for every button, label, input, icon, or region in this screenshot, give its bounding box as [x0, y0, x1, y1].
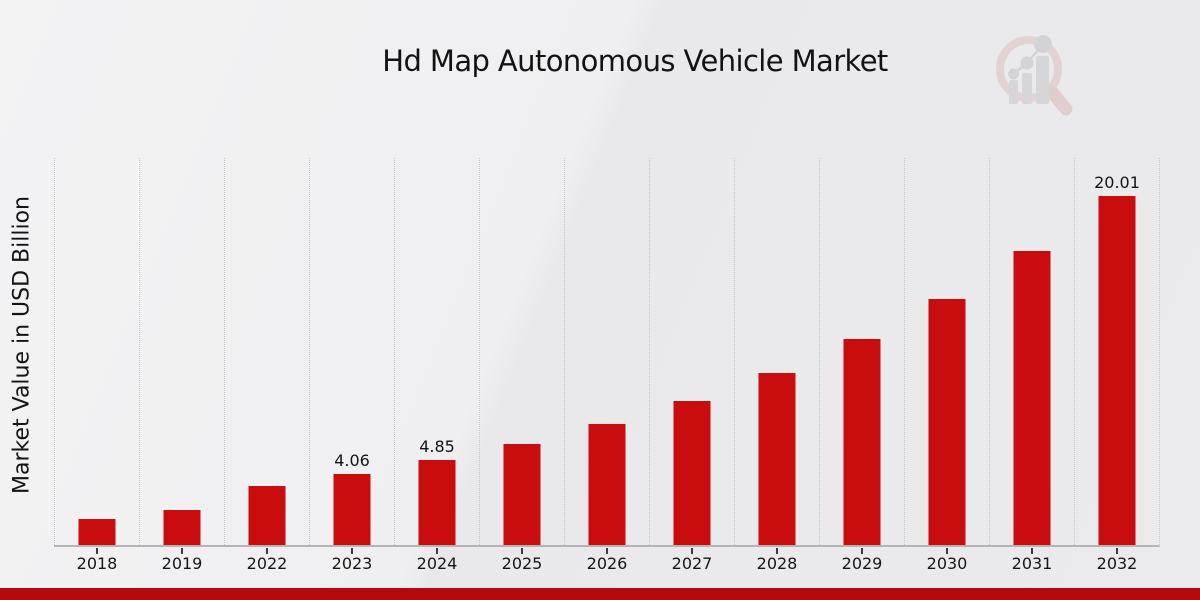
bar-2025	[503, 444, 541, 545]
bar-2019	[163, 510, 201, 545]
chart-title: Hd Map Autonomous Vehicle Market	[382, 44, 888, 78]
bar-value-label-2024: 4.85	[419, 437, 455, 456]
bar-value-label-2023: 4.06	[334, 451, 370, 470]
x-axis-tick	[691, 548, 693, 554]
bar-2032	[1098, 196, 1136, 545]
x-axis-tick	[96, 548, 98, 554]
x-tick-label-2018: 2018	[76, 554, 118, 573]
category-cell-2024: 4.85 2024	[394, 158, 479, 573]
category-cell-2029: 2029	[819, 158, 904, 573]
x-tick-label-2025: 2025	[501, 554, 543, 573]
bar-2028	[758, 373, 796, 545]
category-cell-2028: 2028	[734, 158, 819, 573]
category-cell-2019: 2019	[139, 158, 224, 573]
bottom-accent-bar	[0, 588, 1200, 600]
bar-2024	[418, 460, 456, 545]
bar-2022	[248, 486, 286, 545]
category-cell-2018: 2018	[54, 158, 139, 573]
x-tick-label-2019: 2019	[161, 554, 203, 573]
category-cell-2027: 2027	[649, 158, 734, 573]
bar-2023	[333, 474, 371, 545]
x-tick-label-2026: 2026	[586, 554, 628, 573]
x-tick-label-2030: 2030	[926, 554, 968, 573]
bar-2027	[673, 401, 711, 545]
x-axis-tick	[351, 548, 353, 554]
category-cell-2026: 2026	[564, 158, 649, 573]
bar-2031	[1013, 251, 1051, 545]
category-cell-2022: 2022	[224, 158, 309, 573]
x-tick-label-2031: 2031	[1011, 554, 1053, 573]
plot-area: 2018 2019 2022 4.06 2023 4.85 2024 2025 2026 2027…	[54, 158, 1160, 573]
category-cell-2030: 2030	[904, 158, 989, 573]
x-tick-label-2032: 2032	[1096, 554, 1138, 573]
x-tick-label-2022: 2022	[246, 554, 288, 573]
bar-2029	[843, 339, 881, 545]
x-axis-tick	[181, 548, 183, 554]
x-tick-label-2024: 2024	[416, 554, 458, 573]
bar-2018	[78, 519, 116, 545]
x-axis-tick	[266, 548, 268, 554]
x-axis-tick	[606, 548, 608, 554]
y-axis-label: Market Value in USD Billion	[9, 195, 35, 495]
x-tick-label-2028: 2028	[756, 554, 798, 573]
x-axis-tick	[521, 548, 523, 554]
x-axis-tick	[861, 548, 863, 554]
category-cell-2025: 2025	[479, 158, 564, 573]
x-axis-tick	[436, 548, 438, 554]
category-cell-2032: 20.01 2032	[1074, 158, 1159, 573]
bar-2026	[588, 424, 626, 545]
x-axis-tick	[776, 548, 778, 554]
category-cell-2023: 4.06 2023	[309, 158, 394, 573]
brand-watermark-magnifier-chart-icon	[996, 35, 1073, 116]
x-axis-tick	[946, 548, 948, 554]
x-tick-label-2027: 2027	[671, 554, 713, 573]
x-tick-label-2023: 2023	[331, 554, 373, 573]
x-axis-tick	[1031, 548, 1033, 554]
category-cell-2031: 2031	[989, 158, 1074, 573]
x-axis-tick	[1116, 548, 1118, 554]
bar-2030	[928, 299, 966, 545]
x-tick-label-2029: 2029	[841, 554, 883, 573]
bar-value-label-2032: 20.01	[1094, 173, 1140, 192]
